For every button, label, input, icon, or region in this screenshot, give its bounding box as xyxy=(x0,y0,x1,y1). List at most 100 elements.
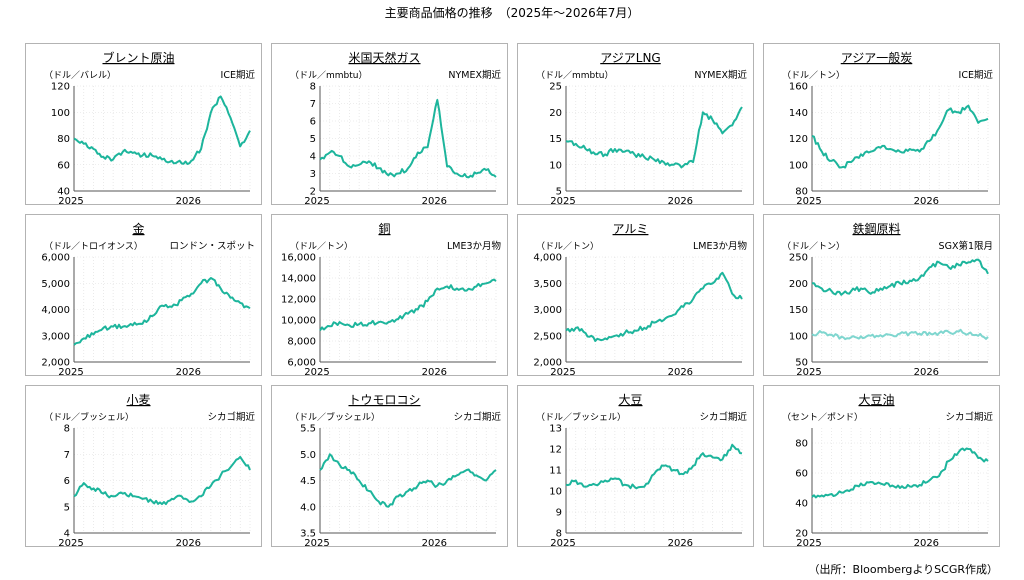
y-tick-label: 120 xyxy=(51,82,70,93)
chart-title: 大豆油 xyxy=(858,393,894,407)
x-tick-label: 2026 xyxy=(422,367,447,378)
series-line xyxy=(565,106,743,169)
x-tick-label: 2026 xyxy=(176,538,201,549)
chart-svg: 大豆油 （セント／ポンド） シカゴ期近 20 40 60 80 2025 2026 xyxy=(782,393,993,549)
series-line xyxy=(811,447,989,499)
y-tick-label: 2,500 xyxy=(533,331,562,342)
x-tick-label: 2025 xyxy=(796,538,821,549)
source-label: LME3か月物 xyxy=(447,240,502,252)
y-tick-label: 5 xyxy=(556,187,562,198)
y-tick-label: 5.5 xyxy=(300,424,316,435)
source-label: シカゴ期近 xyxy=(207,411,255,423)
y-tick-label: 14,000 xyxy=(281,274,316,285)
source-label: NYMEX期近 xyxy=(448,69,501,81)
unit-label: （セント／ポンド） xyxy=(782,412,863,423)
y-tick-label: 6,000 xyxy=(41,253,70,264)
y-tick-label: 200 xyxy=(789,279,808,290)
y-tick-label: 6 xyxy=(64,476,70,487)
source-label: シカゴ期近 xyxy=(945,411,993,423)
series-line xyxy=(565,443,743,490)
y-tick-label: 8 xyxy=(310,82,316,93)
chart-title: 金 xyxy=(132,221,144,236)
x-tick-label: 2026 xyxy=(914,367,939,378)
y-tick-label: 3,000 xyxy=(533,305,562,316)
y-tick-label: 80 xyxy=(57,134,70,145)
series-line xyxy=(565,271,743,342)
series-line xyxy=(73,455,251,506)
x-tick-label: 2025 xyxy=(304,196,329,207)
y-tick-label: 5.0 xyxy=(300,450,316,461)
x-tick-label: 2025 xyxy=(550,367,575,378)
y-tick-label: 3 xyxy=(310,169,316,180)
source-label: NYMEX期近 xyxy=(694,69,747,81)
y-tick-label: 250 xyxy=(789,253,808,264)
y-tick-label: 7 xyxy=(310,99,316,110)
unit-label: （ドル／トン） xyxy=(290,241,353,252)
chart-svg: 大豆 （ドル／ブッシェル） シカゴ期近 8 9 10 11 12 13 2025 2026 xyxy=(536,393,747,549)
y-tick-label: 3.5 xyxy=(300,529,316,540)
chart-title: アルミ xyxy=(613,222,649,236)
chart-svg: 銅 （ドル／トン） LME3か月物 6,000 8,000 10,000 12,000 14,… xyxy=(281,222,502,378)
chart-panel: 銅 （ドル／トン） LME3か月物 6,000 8,000 10,000 12,000 14,… xyxy=(271,214,508,378)
chart-panel: 大豆油 （セント／ポンド） シカゴ期近 20 40 60 80 2025 2026 xyxy=(763,385,1000,549)
x-tick-label: 2025 xyxy=(58,538,83,549)
y-tick-label: 140 xyxy=(789,108,808,119)
x-tick-label: 2025 xyxy=(550,196,575,207)
chart-svg: アジア一般炭 （ドル／トン） ICE期近 80 100 120 140 160 2025 2026 xyxy=(782,50,993,207)
series-line xyxy=(811,104,989,169)
y-tick-label: 12,000 xyxy=(281,295,316,306)
y-tick-label: 100 xyxy=(51,108,70,119)
chart-title: 銅 xyxy=(378,222,390,236)
y-tick-label: 6 xyxy=(310,117,316,128)
y-tick-label: 8 xyxy=(64,424,70,435)
x-tick-label: 2026 xyxy=(668,196,693,207)
y-tick-label: 6,000 xyxy=(287,358,316,369)
series-line xyxy=(319,278,497,332)
chart-panel: 小麦 （ドル／ブッシェル） シカゴ期近 4 5 6 7 8 2025 2026 xyxy=(25,385,262,549)
unit-label: （ドル／mmbtu） xyxy=(536,70,613,81)
x-tick-label: 2026 xyxy=(422,538,447,549)
chart-title: ブレント原油 xyxy=(102,50,174,65)
y-tick-label: 20 xyxy=(549,108,562,119)
source-label: シカゴ期近 xyxy=(699,411,747,423)
y-tick-label: 13 xyxy=(549,424,562,435)
y-tick-label: 10 xyxy=(549,160,562,171)
x-tick-label: 2025 xyxy=(304,367,329,378)
y-tick-label: 60 xyxy=(795,469,808,480)
unit-label: （ドル／ブッシェル） xyxy=(536,411,626,423)
chart-svg: ブレント原油 （ドル／バレル） ICE期近 40 60 80 100 120 2025 2026 xyxy=(44,50,256,207)
y-tick-label: 20 xyxy=(795,529,808,540)
chart-title: 鉄鋼原料 xyxy=(852,221,900,236)
x-tick-label: 2026 xyxy=(176,367,201,378)
source-label: ICE期近 xyxy=(221,69,256,81)
unit-label: （ドル／トロイオンス） xyxy=(44,241,143,252)
y-tick-label: 2,000 xyxy=(533,358,562,369)
chart-svg: 米国天然ガス （ドル／mmbtu） NYMEX期近 2 3 4 5 6 7 8 2025 2026 xyxy=(290,50,501,207)
source-note: （出所：BloombergよりSCGR作成） xyxy=(808,563,998,576)
chart-title: 大豆 xyxy=(618,393,642,407)
chart-panel: 大豆 （ドル／ブッシェル） シカゴ期近 8 9 10 11 12 13 2025 2026 xyxy=(517,385,754,549)
y-tick-label: 5 xyxy=(310,134,316,145)
chart-title: 米国天然ガス xyxy=(348,50,420,65)
y-tick-label: 16,000 xyxy=(281,253,316,264)
x-tick-label: 2026 xyxy=(668,367,693,378)
series-line xyxy=(73,95,251,165)
chart-svg: アルミ （ドル／トン） LME3か月物 2,000 2,500 3,000 3,500 4,0… xyxy=(533,222,747,378)
x-tick-label: 2026 xyxy=(668,538,693,549)
y-tick-label: 100 xyxy=(789,160,808,171)
unit-label: （ドル／mmbtu） xyxy=(290,70,367,81)
unit-label: （ドル／ブッシェル） xyxy=(44,411,134,423)
chart-panel: トウモロコシ （ドル／ブッシェル） シカゴ期近 3.5 4.0 4.5 5.0 5.5 2025… xyxy=(271,385,508,549)
chart-title: トウモロコシ xyxy=(348,393,420,407)
y-tick-label: 2,000 xyxy=(41,358,70,369)
x-tick-label: 2026 xyxy=(914,538,939,549)
y-tick-label: 8 xyxy=(556,529,562,540)
x-tick-label: 2025 xyxy=(796,196,821,207)
source-label: ロンドン・スポット xyxy=(169,241,255,252)
y-tick-label: 11 xyxy=(549,466,562,477)
series-line xyxy=(812,258,989,296)
chart-panel: 金 （ドル／トロイオンス） ロンドン・スポット 2,000 3,000 4,000 5,00… xyxy=(25,214,262,378)
y-tick-label: 80 xyxy=(795,187,808,198)
